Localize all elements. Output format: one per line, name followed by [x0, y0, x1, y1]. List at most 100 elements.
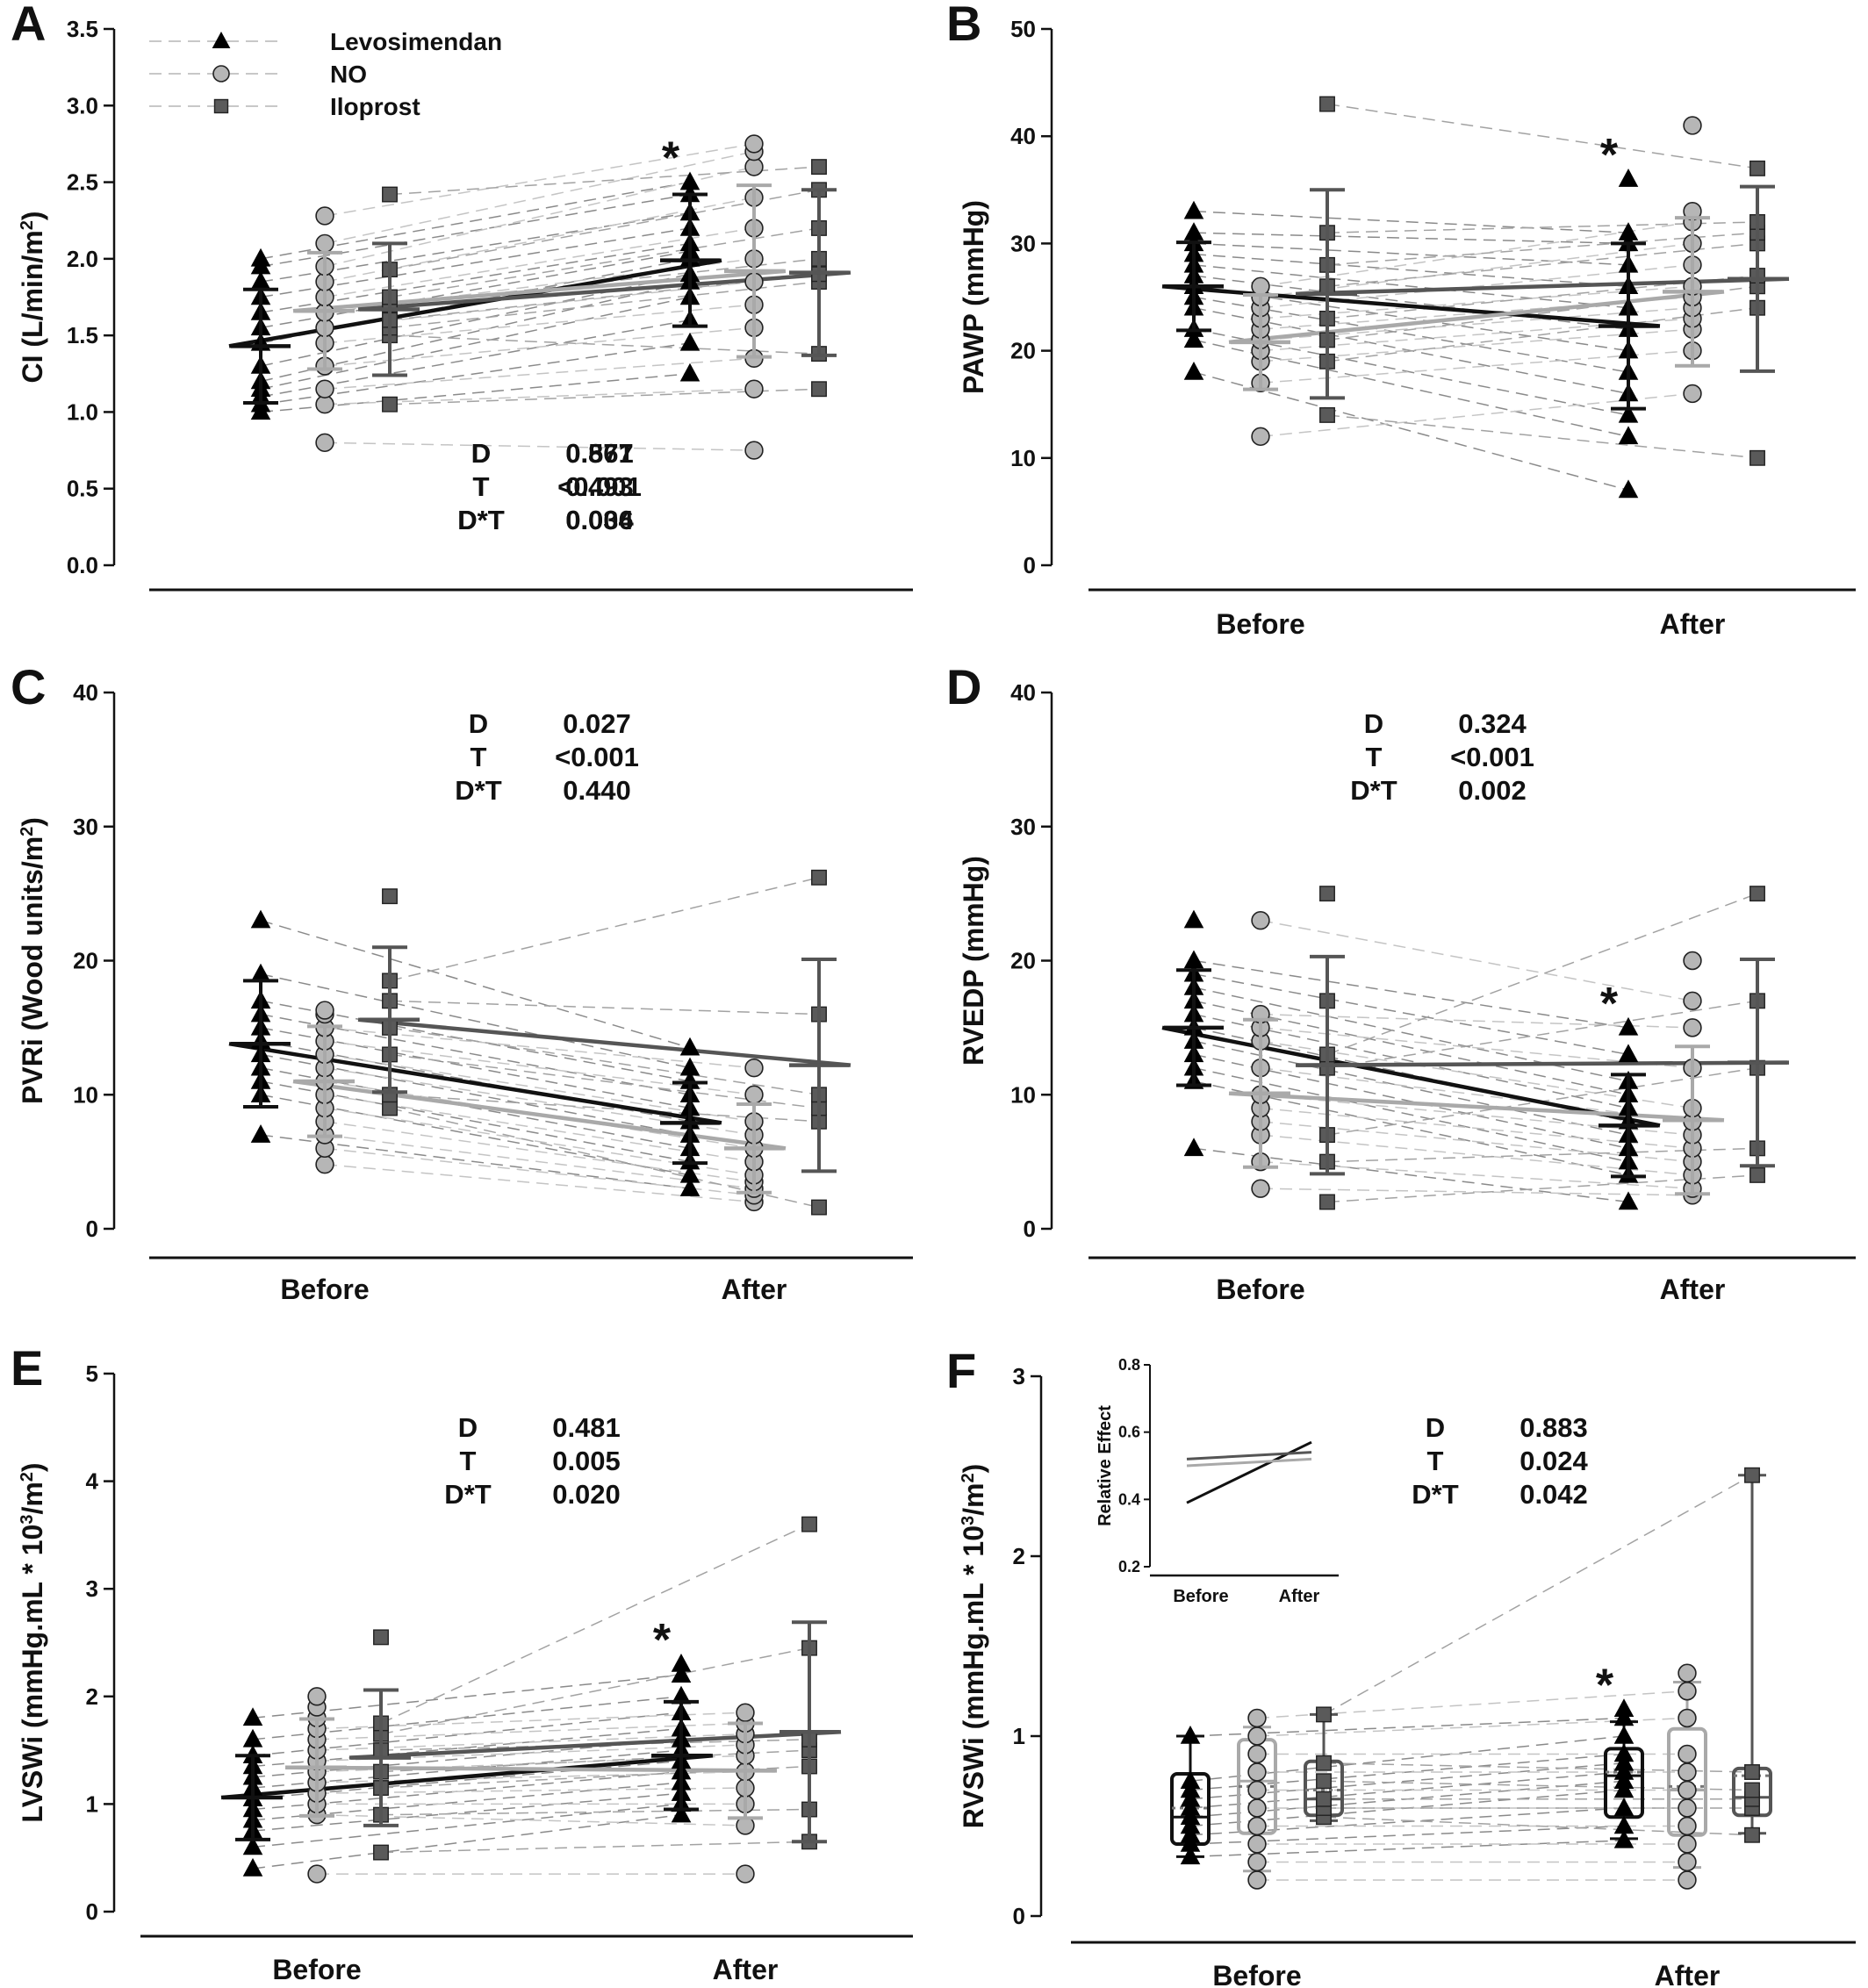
data-point: [1316, 1773, 1332, 1790]
x-category-after: After: [1660, 1274, 1726, 1305]
subject-line: [260, 342, 691, 405]
subject-line: [316, 1733, 746, 1751]
subject-line: [380, 1647, 810, 1735]
data-point: [1247, 1762, 1267, 1782]
y-tick-label: 3: [86, 1575, 98, 1602]
y-axis-label-superscript: 2: [18, 1472, 37, 1482]
stat-value: 0.493: [565, 471, 634, 502]
x-category-after: After: [1660, 608, 1726, 640]
stat-label: T: [473, 471, 490, 502]
y-tick-label: 0.5: [67, 476, 98, 502]
subject-line: [1256, 1690, 1688, 1719]
subject-line: [324, 258, 755, 313]
mean-trend-line: [228, 258, 722, 348]
data-point: [1180, 1806, 1201, 1825]
subject-line: [1193, 1000, 1629, 1095]
stat-label: D*T: [1350, 775, 1397, 806]
data-point: [1316, 1755, 1332, 1771]
subject-line: [1193, 339, 1629, 438]
x-category-before: Before: [272, 1954, 361, 1985]
data-point: [382, 396, 398, 413]
y-tick-label: 1.5: [67, 322, 98, 348]
y-tick-label: 2.5: [67, 169, 98, 196]
y-tick-label: 1: [86, 1791, 98, 1817]
subject-line: [380, 1841, 810, 1854]
legend-marker: [212, 65, 230, 83]
y-axis-label-part: ): [958, 1464, 989, 1474]
subject-line: [1260, 1134, 1693, 1176]
y-tick-label: 20: [1010, 948, 1036, 974]
y-tick-label: 20: [1010, 338, 1036, 364]
subject-line: [389, 334, 820, 355]
data-point: [671, 1653, 692, 1672]
data-point: [744, 379, 764, 398]
significance-star: *: [1600, 130, 1619, 181]
subject-line: [324, 197, 755, 283]
stat-value: 0.004: [565, 505, 634, 535]
data-point: [1613, 1725, 1634, 1744]
data-point: [744, 134, 764, 154]
data-point: [242, 1857, 263, 1877]
stat-value: <0.001: [555, 742, 639, 772]
y-tick-label: 10: [1010, 445, 1036, 471]
subject-line: [1260, 306, 1693, 341]
data-point: [250, 248, 271, 267]
data-point: [1613, 1797, 1634, 1816]
data-point: [1618, 404, 1639, 423]
subject-line: [260, 242, 691, 313]
subject-line: [260, 319, 691, 398]
data-point: [1247, 1798, 1267, 1818]
subject-line: [1326, 242, 1758, 288]
subject-line: [260, 1040, 691, 1123]
inset-y-axis-label: Relative Effect: [1096, 1405, 1115, 1526]
subject-line: [389, 281, 820, 329]
stat-value: 0.883: [1520, 1412, 1588, 1443]
y-axis-label-part: CI (L/min/m: [17, 230, 48, 383]
data-point: [1180, 1846, 1201, 1865]
y-axis-label-part: PAWP (mmHg): [958, 200, 989, 394]
y-tick-label: 30: [1010, 814, 1036, 840]
subject-line: [316, 1722, 746, 1740]
data-point: [315, 379, 334, 398]
stat-label: D: [471, 438, 491, 469]
subject-line: [324, 1121, 755, 1183]
data-point: [671, 1664, 692, 1683]
y-tick-label: 30: [73, 814, 98, 840]
data-point: [1247, 1726, 1267, 1746]
subject-line: [1260, 1040, 1693, 1109]
subject-line: [324, 1134, 755, 1189]
data-point: [736, 1703, 755, 1722]
subject-line: [260, 227, 691, 298]
data-point: [679, 1057, 700, 1076]
data-point: [1180, 1815, 1201, 1834]
subject-line: [1189, 1735, 1625, 1782]
subject-line: [1193, 275, 1629, 330]
subject-line: [324, 441, 755, 451]
data-point: [1618, 1191, 1639, 1210]
panel-letter-E: E: [11, 1340, 43, 1396]
mean-trend-line: [1295, 276, 1790, 297]
subject-line: [1193, 1080, 1629, 1176]
subject-line: [324, 1094, 755, 1163]
data-point: [1319, 886, 1335, 902]
stat-label: T: [473, 471, 490, 502]
subject-line: [316, 1813, 746, 1827]
data-point: [1678, 1708, 1697, 1728]
y-tick-label: 0: [1024, 552, 1036, 578]
x-category-before: Before: [1216, 1274, 1304, 1305]
mean-trend-line: [228, 1041, 722, 1125]
y-tick-label: 2: [1013, 1543, 1025, 1569]
stat-value: 0.561: [565, 438, 634, 469]
x-category-after: After: [713, 1954, 779, 1985]
data-point: [1744, 1782, 1760, 1798]
stat-label: D*T: [1412, 1479, 1458, 1510]
y-axis-label-part: PVRi (Wood units/m: [17, 836, 48, 1104]
data-point: [1183, 1138, 1204, 1157]
subject-line: [260, 1094, 691, 1176]
mean-trend-line: [357, 1017, 851, 1067]
data-point: [1618, 479, 1639, 499]
data-point: [382, 186, 398, 203]
stat-label: D: [469, 708, 488, 739]
panel-A: A 0.0 0.5 1.0 1.5 2.0 2.5 3.0 3.5 CI (L/min/m2) * D…: [11, 0, 913, 592]
